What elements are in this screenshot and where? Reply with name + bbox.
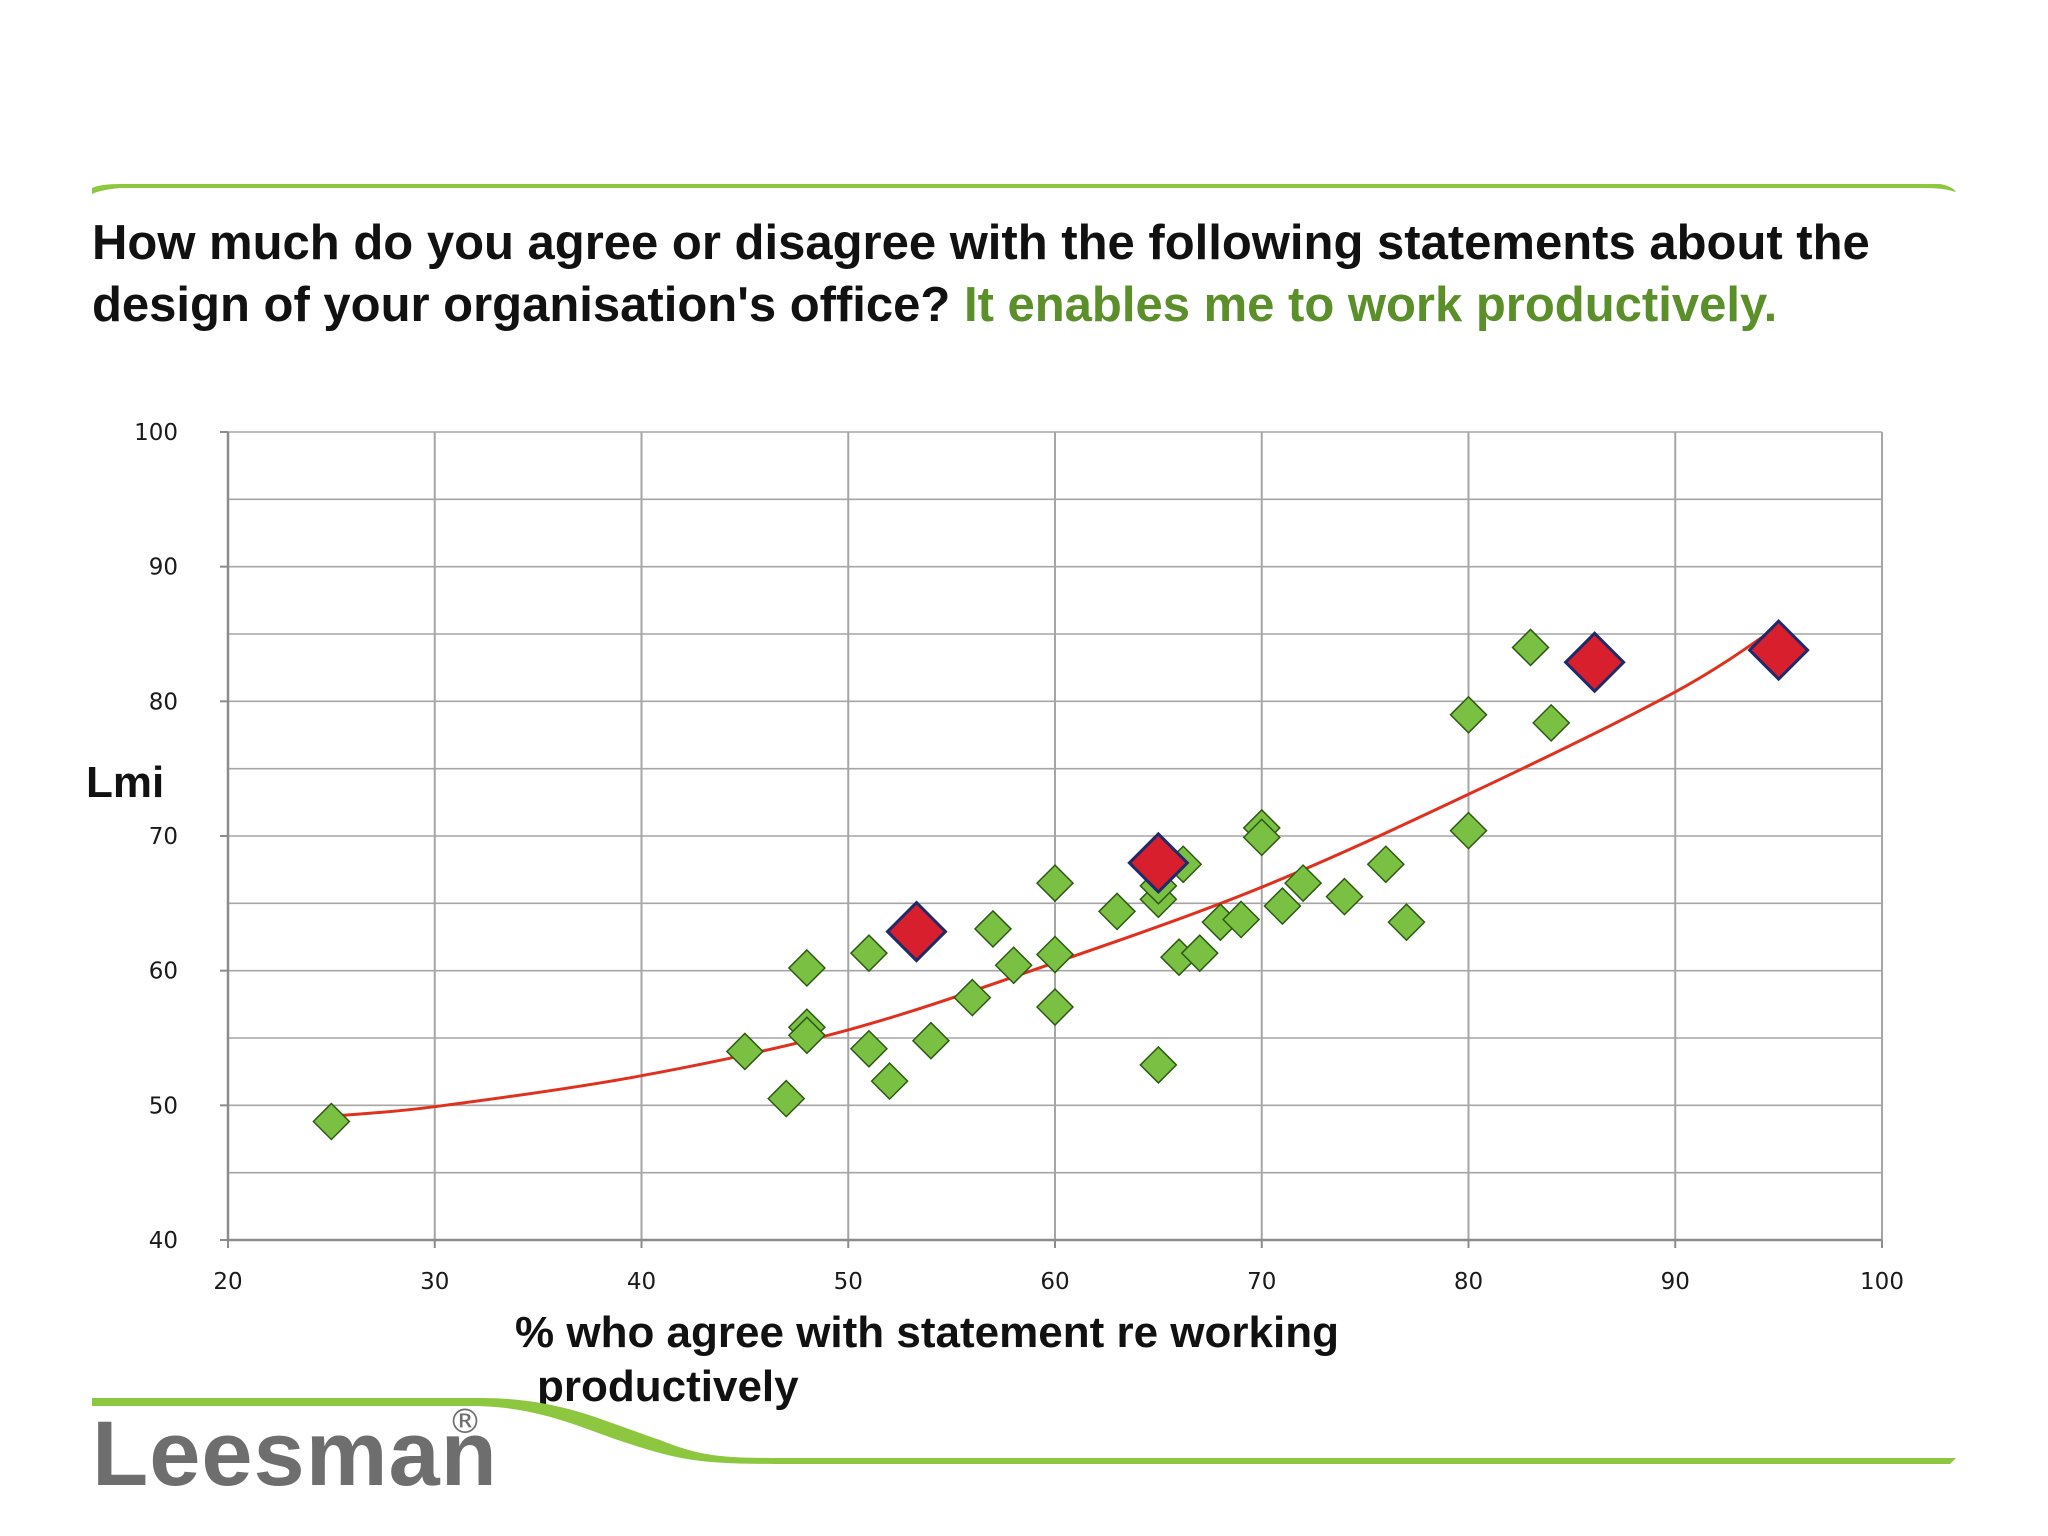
data-point-marker: [1284, 864, 1323, 903]
y-tick-label: 50: [149, 1093, 178, 1119]
data-point-marker: [1035, 935, 1075, 974]
data-point-marker: [1035, 864, 1075, 903]
x-axis-label-line1: % who agree with statement re working: [515, 1308, 1339, 1357]
data-point-marker: [1449, 811, 1488, 850]
data-point-marker: [1449, 695, 1488, 734]
x-axis-label-line2: productively: [537, 1362, 799, 1411]
title-statement: It enables me to work productively.: [963, 278, 1778, 332]
highlight-point-marker: [1127, 831, 1190, 895]
data-point-marker: [1139, 1045, 1178, 1084]
y-tick-label: 100: [134, 420, 178, 446]
highlight-point-marker: [885, 900, 948, 963]
data-point-marker: [1263, 886, 1302, 926]
x-tick-label: 60: [1040, 1269, 1069, 1295]
title-question: How much do you agree or disagree with t…: [92, 216, 1870, 332]
leesman-logo: Leesman: [92, 1403, 498, 1505]
data-points: [312, 619, 1810, 1141]
data-point-marker: [1180, 934, 1219, 973]
data-point-marker: [849, 934, 888, 973]
y-tick-label: 40: [149, 1228, 178, 1254]
y-axis-label: Lmi: [86, 758, 165, 807]
y-tick-label: 70: [149, 824, 178, 850]
header-rule: [92, 184, 1956, 194]
data-point-marker: [787, 948, 826, 988]
x-tick-label: 80: [1454, 1269, 1483, 1295]
x-axis-label: % who agree with statement re working pr…: [515, 1306, 1415, 1414]
data-point-marker: [994, 946, 1033, 985]
x-axis-ticks: 20 30 40 50 60 70 80 90 100: [213, 1269, 1904, 1295]
data-point-marker: [1366, 845, 1405, 884]
y-tick-label: 80: [149, 689, 178, 715]
data-point-marker: [1097, 892, 1137, 931]
data-point-marker: [725, 1032, 764, 1071]
data-point-marker: [911, 1021, 951, 1060]
y-tick-label: 60: [149, 959, 178, 985]
data-point-marker: [1325, 877, 1364, 916]
data-point-marker: [1035, 987, 1075, 1027]
highlight-point-marker: [1563, 631, 1626, 694]
footer-swoosh-line: [92, 1398, 1956, 1464]
chart-grid: [228, 431, 1883, 1240]
header-rule-line: [92, 184, 1956, 194]
data-point-marker: [312, 1102, 351, 1141]
data-point-marker: [1387, 903, 1426, 942]
data-point-marker: [1532, 703, 1571, 742]
data-point-marker: [1242, 818, 1281, 857]
x-tick-label: 20: [213, 1269, 242, 1295]
y-axis-ticks: 40 50 60 70 80 90 100: [134, 420, 178, 1254]
data-point-marker: [787, 1016, 826, 1055]
data-point-marker: [849, 1029, 888, 1068]
registered-mark: ®: [448, 1402, 482, 1442]
data-point-marker: [1511, 628, 1550, 667]
data-point-marker: [870, 1062, 909, 1101]
highlight-point-marker: [1747, 619, 1810, 682]
chart-axes: [220, 431, 1883, 1248]
x-tick-label: 40: [627, 1269, 656, 1295]
x-tick-label: 50: [834, 1269, 863, 1295]
x-tick-label: 90: [1661, 1269, 1690, 1295]
x-tick-label: 70: [1247, 1269, 1276, 1295]
data-point-marker: [973, 909, 1013, 948]
x-tick-label: 100: [1860, 1269, 1904, 1295]
slide-title: How much do you agree or disagree with t…: [92, 212, 1992, 336]
data-point-marker: [1222, 900, 1261, 939]
y-tick-label: 90: [149, 555, 178, 581]
data-point-marker: [767, 1079, 806, 1118]
x-tick-label: 30: [420, 1269, 449, 1295]
data-point-marker: [953, 978, 992, 1017]
